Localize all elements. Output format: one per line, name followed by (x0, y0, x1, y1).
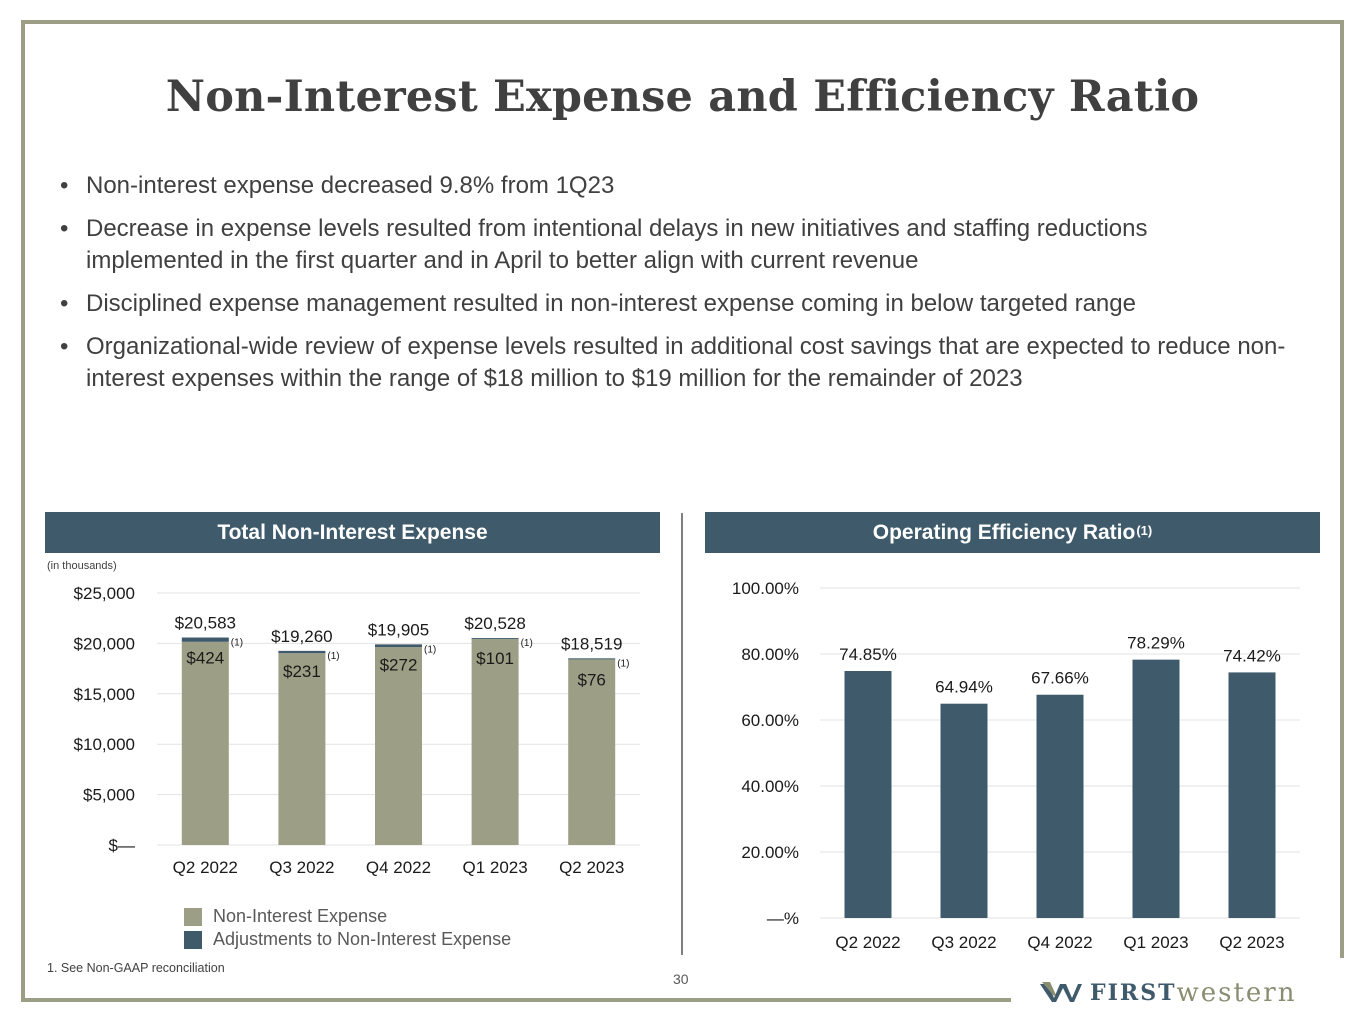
units-label: (in thousands) (47, 560, 117, 572)
company-logo: FIRST western (1040, 978, 1296, 1008)
adjustment-label: $272 (380, 655, 418, 674)
bullet-item: • Organizational-wide review of expense l… (60, 331, 1290, 395)
footnote-marker: (1) (327, 651, 339, 662)
bar-efficiency-ratio (1132, 659, 1180, 918)
bullet-item: • Disciplined expense management resulted… (60, 288, 1290, 320)
right-panel-title-footnote: (1) (1136, 523, 1153, 538)
adjustment-label: $76 (578, 670, 606, 689)
bullet-list: • Non-interest expense decreased 9.8% fro… (60, 170, 1290, 406)
bar-non-interest-expense (471, 639, 519, 845)
x-tick-label: Q3 2022 (931, 933, 996, 952)
legend-item-non-interest-expense: Non-Interest Expense (184, 905, 511, 928)
value-label: 67.66% (1031, 669, 1089, 688)
chart-legend: Non-Interest Expense Adjustments to Non-… (184, 905, 511, 951)
x-tick-label: Q2 2023 (559, 858, 624, 877)
footnote-marker: (1) (617, 658, 629, 669)
bar-efficiency-ratio (1228, 672, 1276, 918)
adjustment-label: $101 (476, 649, 514, 668)
total-label: $19,260 (271, 627, 332, 646)
y-tick-label: $10,000 (74, 735, 135, 754)
bar-efficiency-ratio (1036, 694, 1084, 918)
value-label: 74.42% (1223, 646, 1281, 665)
x-tick-label: Q3 2022 (269, 858, 334, 877)
x-tick-label: Q2 2022 (173, 858, 238, 877)
bar-non-interest-expense (375, 647, 422, 845)
bar-efficiency-ratio (940, 703, 988, 918)
x-tick-label: Q2 2022 (835, 933, 900, 952)
y-tick-label: 20.00% (741, 843, 799, 862)
bullet-dot: • (60, 333, 69, 360)
slide-frame-left (21, 20, 25, 1002)
bullet-text: Decrease in expense levels resulted from… (86, 215, 1148, 274)
left-panel-header: Total Non-Interest Expense (45, 512, 660, 553)
x-tick-label: Q1 2023 (1123, 933, 1188, 952)
bullet-dot: • (60, 215, 69, 242)
value-label: 78.29% (1127, 634, 1185, 653)
y-tick-label: $25,000 (74, 584, 135, 603)
x-tick-label: Q4 2022 (1027, 933, 1092, 952)
total-label: $20,528 (464, 614, 525, 633)
legend-swatch-olive (184, 907, 202, 926)
bar-adjustment (568, 658, 616, 660)
slide-frame-top (21, 20, 1344, 24)
bullet-item: • Non-interest expense decreased 9.8% fro… (60, 170, 1290, 202)
bar-non-interest-expense (568, 659, 616, 845)
footnote: 1. See Non-GAAP reconciliation (47, 961, 225, 975)
right-panel-title: Operating Efficiency Ratio (872, 520, 1136, 544)
bullet-dot: • (60, 290, 69, 317)
bar-adjustment (471, 638, 519, 640)
legend-label: Non-Interest Expense (213, 906, 388, 926)
bullet-text: Organizational-wide review of expense le… (86, 333, 1286, 392)
y-tick-label: 60.00% (741, 711, 799, 730)
slide-title: Non-Interest Expense and Efficiency Rati… (165, 72, 1200, 122)
slide-frame-right (1340, 20, 1344, 958)
bullet-text: Non-interest expense decreased 9.8% from… (86, 172, 615, 199)
bullet-dot: • (60, 172, 69, 199)
bar-efficiency-ratio (844, 670, 892, 918)
x-tick-label: Q1 2023 (462, 858, 527, 877)
y-tick-label: $— (109, 836, 135, 855)
bullet-text: Disciplined expense management resulted … (86, 290, 1136, 317)
page-number: 30 (673, 971, 689, 987)
x-tick-label: Q2 2023 (1219, 933, 1284, 952)
y-tick-label: 100.00% (732, 579, 799, 598)
logo-w-icon (1040, 982, 1082, 1002)
logo-first-text: FIRST (1090, 980, 1177, 1006)
value-label: 64.94% (935, 678, 993, 697)
bar-adjustment (375, 644, 422, 648)
value-label: 74.85% (839, 645, 897, 664)
slide-frame-bottom (21, 998, 1011, 1002)
legend-swatch-navy (184, 930, 202, 949)
left-expense-chart: $— $5,000 $10,000 $15,000 $20,000 $25,000 $20,… (74, 584, 640, 877)
bar-non-interest-expense (181, 641, 229, 845)
y-tick-label: —% (767, 909, 799, 928)
total-label: $20,583 (175, 614, 236, 633)
legend-label: Adjustments to Non-Interest Expense (213, 929, 512, 949)
logo-western-text: western (1176, 978, 1297, 1008)
y-tick-label: 40.00% (741, 777, 799, 796)
footnote-marker: (1) (521, 638, 533, 649)
right-panel-header: Operating Efficiency Ratio (1) (705, 512, 1320, 553)
y-tick-label: $5,000 (83, 786, 135, 805)
footnote-marker: (1) (231, 638, 243, 649)
total-label: $19,905 (368, 620, 429, 639)
legend-item-adjustments: Adjustments to Non-Interest Expense (184, 928, 511, 951)
bullet-item: • Decrease in expense levels resulted fro… (60, 213, 1290, 277)
bar-adjustment (278, 650, 326, 654)
left-panel-title: Total Non-Interest Expense (217, 520, 488, 544)
x-tick-label: Q4 2022 (366, 858, 431, 877)
panel-divider (681, 513, 683, 955)
y-tick-label: $20,000 (74, 634, 135, 653)
adjustment-label: $231 (283, 662, 321, 681)
total-label: $18,519 (561, 634, 622, 653)
y-tick-label: $15,000 (74, 685, 135, 704)
footnote-marker: (1) (424, 644, 436, 655)
adjustment-label: $424 (186, 649, 224, 668)
right-efficiency-chart: —% 20.00% 40.00% 60.00% 80.00% 100.00% 74.85% Q… (732, 579, 1300, 952)
bar-non-interest-expense (278, 653, 326, 845)
y-tick-label: 80.00% (741, 645, 799, 664)
bar-adjustment (181, 637, 229, 642)
